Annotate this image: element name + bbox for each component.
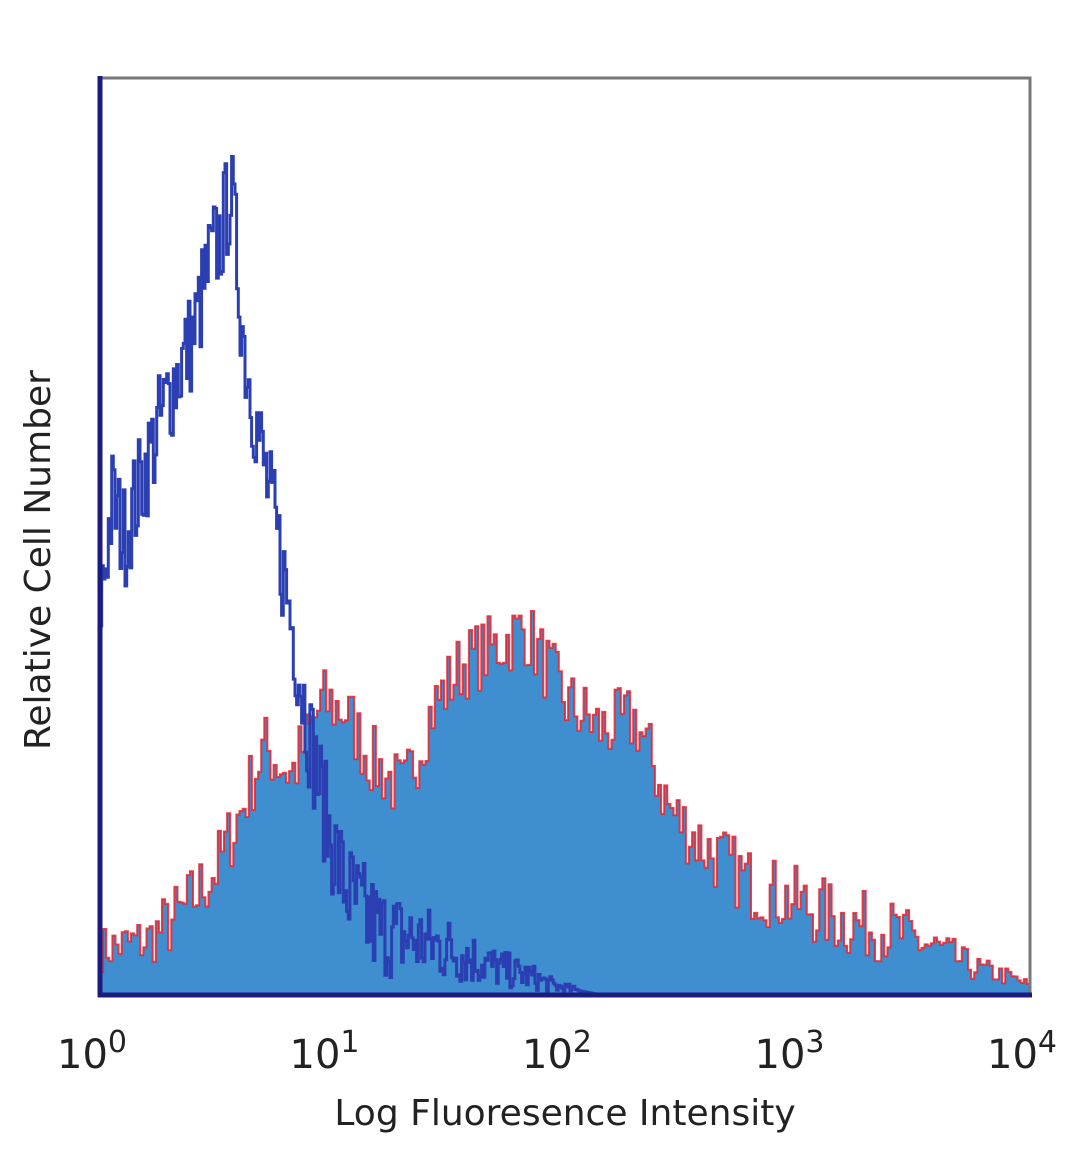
x-tick-label: 102 (522, 1025, 592, 1078)
stained-sample-outline (100, 610, 1031, 985)
x-tick-label: 103 (755, 1025, 825, 1078)
x-tick-label: 101 (290, 1025, 360, 1078)
x-tick-base: 10 (522, 1032, 573, 1078)
x-tick-label: 104 (987, 1025, 1057, 1078)
x-tick-base: 10 (987, 1032, 1038, 1078)
x-tick-base: 10 (755, 1032, 806, 1078)
x-axis-label: Log Fluoresence Intensity (334, 1093, 795, 1134)
x-tick-exponent: 4 (1038, 1025, 1057, 1060)
x-tick-exponent: 2 (573, 1025, 592, 1060)
x-tick-exponent: 3 (805, 1025, 824, 1060)
x-tick-label: 100 (57, 1025, 127, 1078)
x-tick-base: 10 (57, 1032, 108, 1078)
y-axis-label: Relative Cell Number (18, 370, 59, 750)
x-tick-exponent: 1 (340, 1025, 359, 1060)
x-tick-exponent: 0 (108, 1025, 127, 1060)
isotype-control-line (100, 155, 602, 997)
x-tick-base: 10 (290, 1032, 341, 1078)
